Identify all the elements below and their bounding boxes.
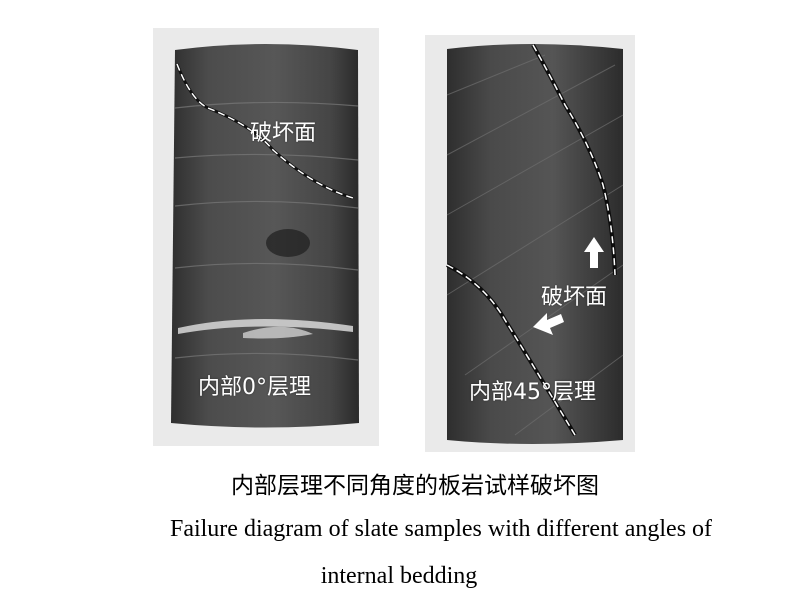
left-arrow-icon xyxy=(533,313,564,335)
right-failure-surface-label: 破坏面 xyxy=(541,285,608,310)
right-core-drawing xyxy=(446,44,624,444)
caption-chinese: 内部层理不同角度的板岩试样破坏图 xyxy=(231,473,599,499)
caption-english-line-2: internal bedding xyxy=(320,563,478,589)
left-core-drawing xyxy=(171,44,359,428)
left-bedding-label: 内部0°层理 xyxy=(198,375,311,400)
up-arrow-icon xyxy=(584,237,604,268)
caption-english-line-1: Failure diagram of slate samples with di… xyxy=(169,516,713,542)
left-failure-surface-label: 破坏面 xyxy=(250,121,317,146)
left-sample-photo xyxy=(153,28,379,446)
right-bedding-label: 内部45°层理 xyxy=(469,380,596,405)
right-sample-photo xyxy=(425,35,635,452)
